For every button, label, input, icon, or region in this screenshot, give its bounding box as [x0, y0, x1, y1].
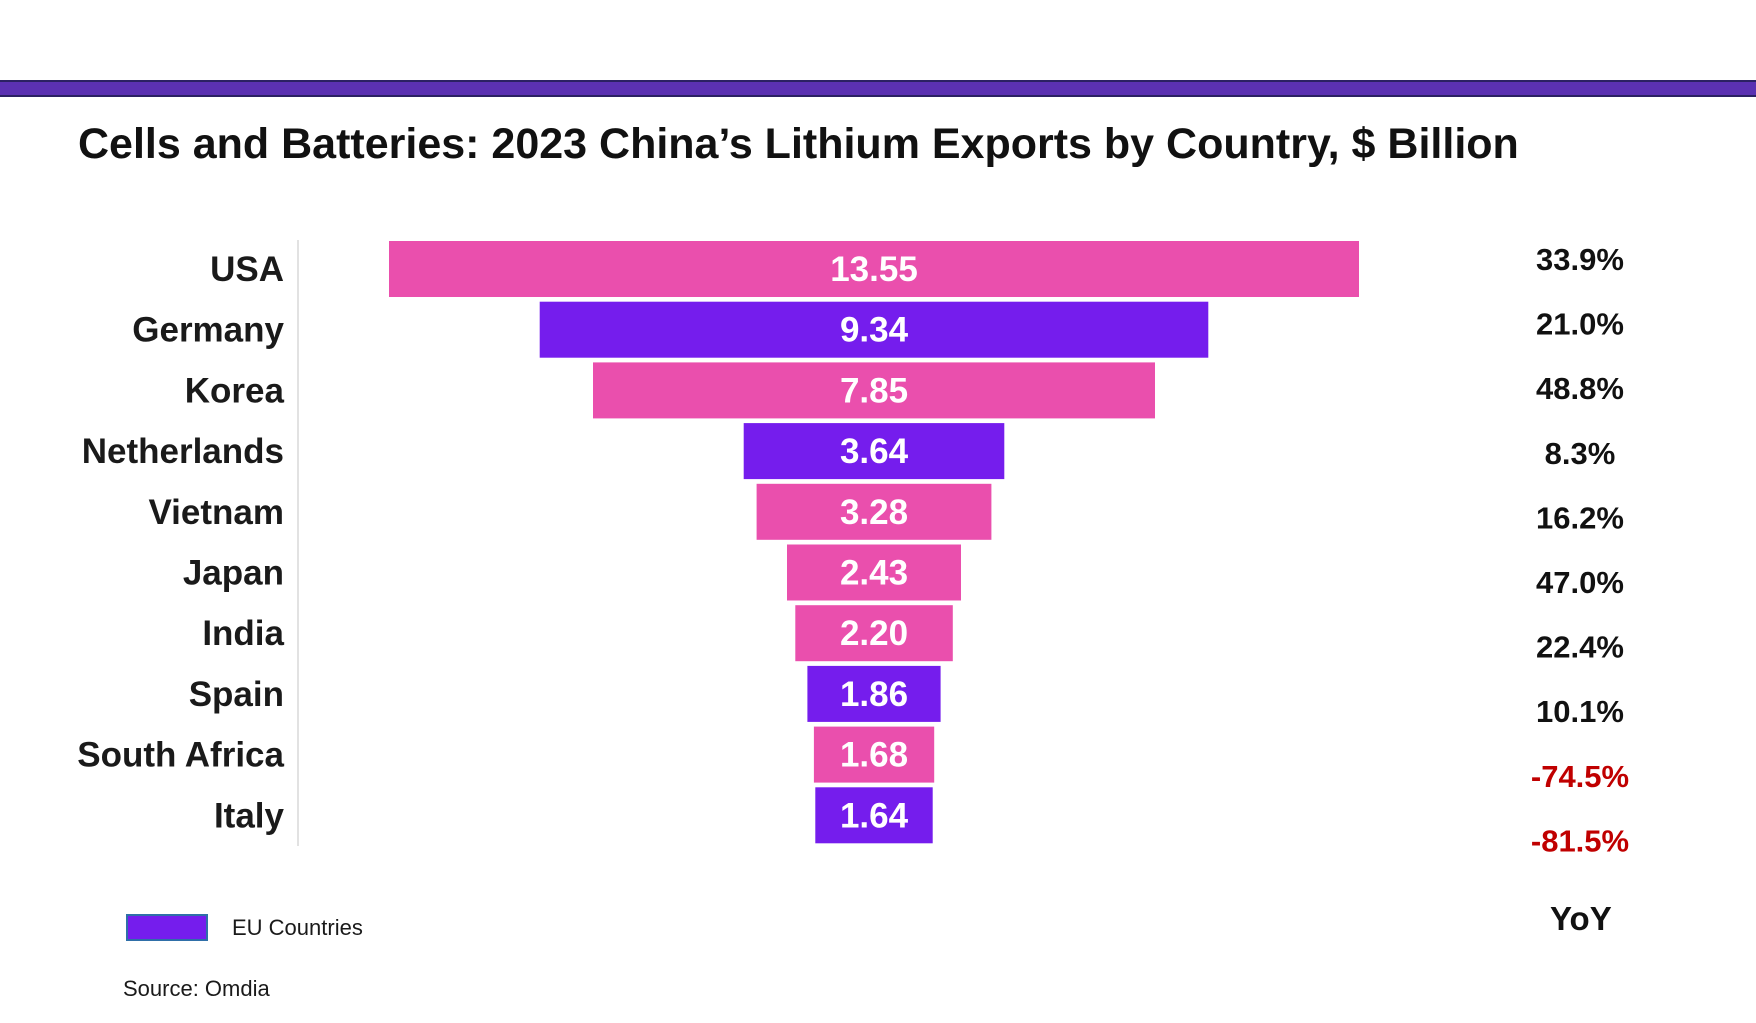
bar-value-label: 1.64	[840, 796, 909, 835]
category-label: Vietnam	[148, 493, 284, 532]
bar-value-label: 9.34	[840, 311, 909, 350]
category-label: Netherlands	[82, 432, 284, 471]
category-label: Korea	[185, 371, 285, 410]
source-note: Source: Omdia	[123, 976, 270, 1001]
yoy-value-label: 48.8%	[1536, 371, 1624, 406]
category-label: Spain	[189, 675, 284, 714]
bar-netherlands	[743, 423, 1005, 480]
header-accent-band	[0, 80, 1756, 97]
bar-value-label: 2.43	[840, 554, 908, 593]
category-label: India	[202, 614, 284, 653]
bar-value-label: 1.86	[840, 675, 908, 714]
yoy-value-label: -74.5%	[1531, 759, 1629, 794]
bar-south-africa	[813, 726, 935, 783]
chart-title: Cells and Batteries: 2023 China’s Lithiu…	[78, 120, 1519, 168]
category-label: Japan	[183, 554, 284, 593]
category-label: USA	[210, 250, 284, 289]
legend-swatch-eu	[126, 914, 208, 941]
yoy-column-header: YoY	[1550, 900, 1612, 937]
bar-vietnam	[756, 483, 992, 540]
bars-group: 13.55 USA 33.9% 9.34 Germany 21.0% 7.85 Korea 48…	[77, 241, 1629, 858]
legend-label-eu: EU Countries	[232, 914, 363, 940]
bar-value-label: 3.28	[840, 493, 908, 532]
yoy-value-label: -81.5%	[1531, 823, 1629, 858]
bar-spain	[807, 665, 941, 722]
bar-value-label: 7.85	[840, 371, 908, 410]
category-label: Italy	[214, 796, 285, 835]
bar-usa	[389, 241, 1359, 297]
yoy-value-label: 22.4%	[1536, 630, 1624, 665]
bar-value-label: 3.64	[840, 432, 909, 471]
bar-italy	[815, 787, 933, 844]
bar-korea	[593, 362, 1155, 419]
category-label: South Africa	[77, 736, 284, 775]
yoy-value-label: 16.2%	[1536, 500, 1624, 535]
legend: EU Countries	[126, 914, 363, 941]
yoy-value-label: 8.3%	[1545, 436, 1616, 471]
bar-value-label: 1.68	[840, 736, 908, 775]
yoy-value-label: 21.0%	[1536, 307, 1624, 342]
yoy-value-label: 33.9%	[1536, 242, 1624, 277]
bar-value-label: 13.55	[830, 250, 918, 289]
yoy-value-label: 10.1%	[1536, 694, 1624, 729]
bar-value-label: 2.20	[840, 614, 908, 653]
bar-india	[795, 605, 953, 662]
bar-japan	[787, 544, 961, 601]
bar-germany	[539, 301, 1209, 358]
yoy-value-label: 47.0%	[1536, 565, 1624, 600]
category-label: Germany	[132, 311, 284, 350]
